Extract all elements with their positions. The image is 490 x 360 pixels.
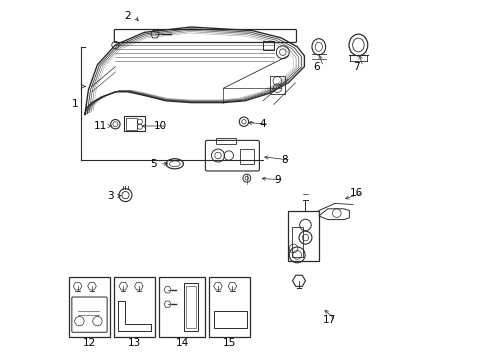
Text: 7: 7	[353, 62, 360, 72]
Bar	[126, 118, 137, 130]
Bar	[215, 311, 247, 328]
Text: 1: 1	[72, 99, 78, 109]
Text: 17: 17	[323, 315, 336, 325]
Bar	[186, 286, 196, 328]
Bar	[184, 283, 198, 331]
Text: 14: 14	[175, 338, 189, 348]
Bar	[159, 277, 205, 337]
Bar	[292, 227, 303, 257]
Bar	[114, 277, 155, 337]
Bar	[240, 149, 254, 164]
Text: 10: 10	[154, 121, 167, 131]
Text: 2: 2	[124, 11, 131, 21]
Text: 5: 5	[150, 159, 156, 169]
Bar	[216, 138, 236, 144]
Text: 3: 3	[107, 191, 113, 201]
Text: 16: 16	[350, 188, 363, 198]
Bar	[263, 41, 274, 50]
Text: 13: 13	[127, 338, 141, 348]
Text: 4: 4	[260, 119, 266, 129]
Bar	[124, 116, 145, 131]
Text: 12: 12	[82, 338, 96, 348]
Text: 9: 9	[274, 175, 281, 185]
Text: 8: 8	[281, 155, 288, 165]
Bar	[209, 277, 250, 337]
Bar	[270, 76, 285, 94]
Bar	[69, 277, 110, 337]
Text: 6: 6	[314, 62, 320, 72]
Text: 15: 15	[223, 338, 236, 348]
Bar	[288, 211, 319, 261]
Text: 11: 11	[94, 121, 107, 131]
